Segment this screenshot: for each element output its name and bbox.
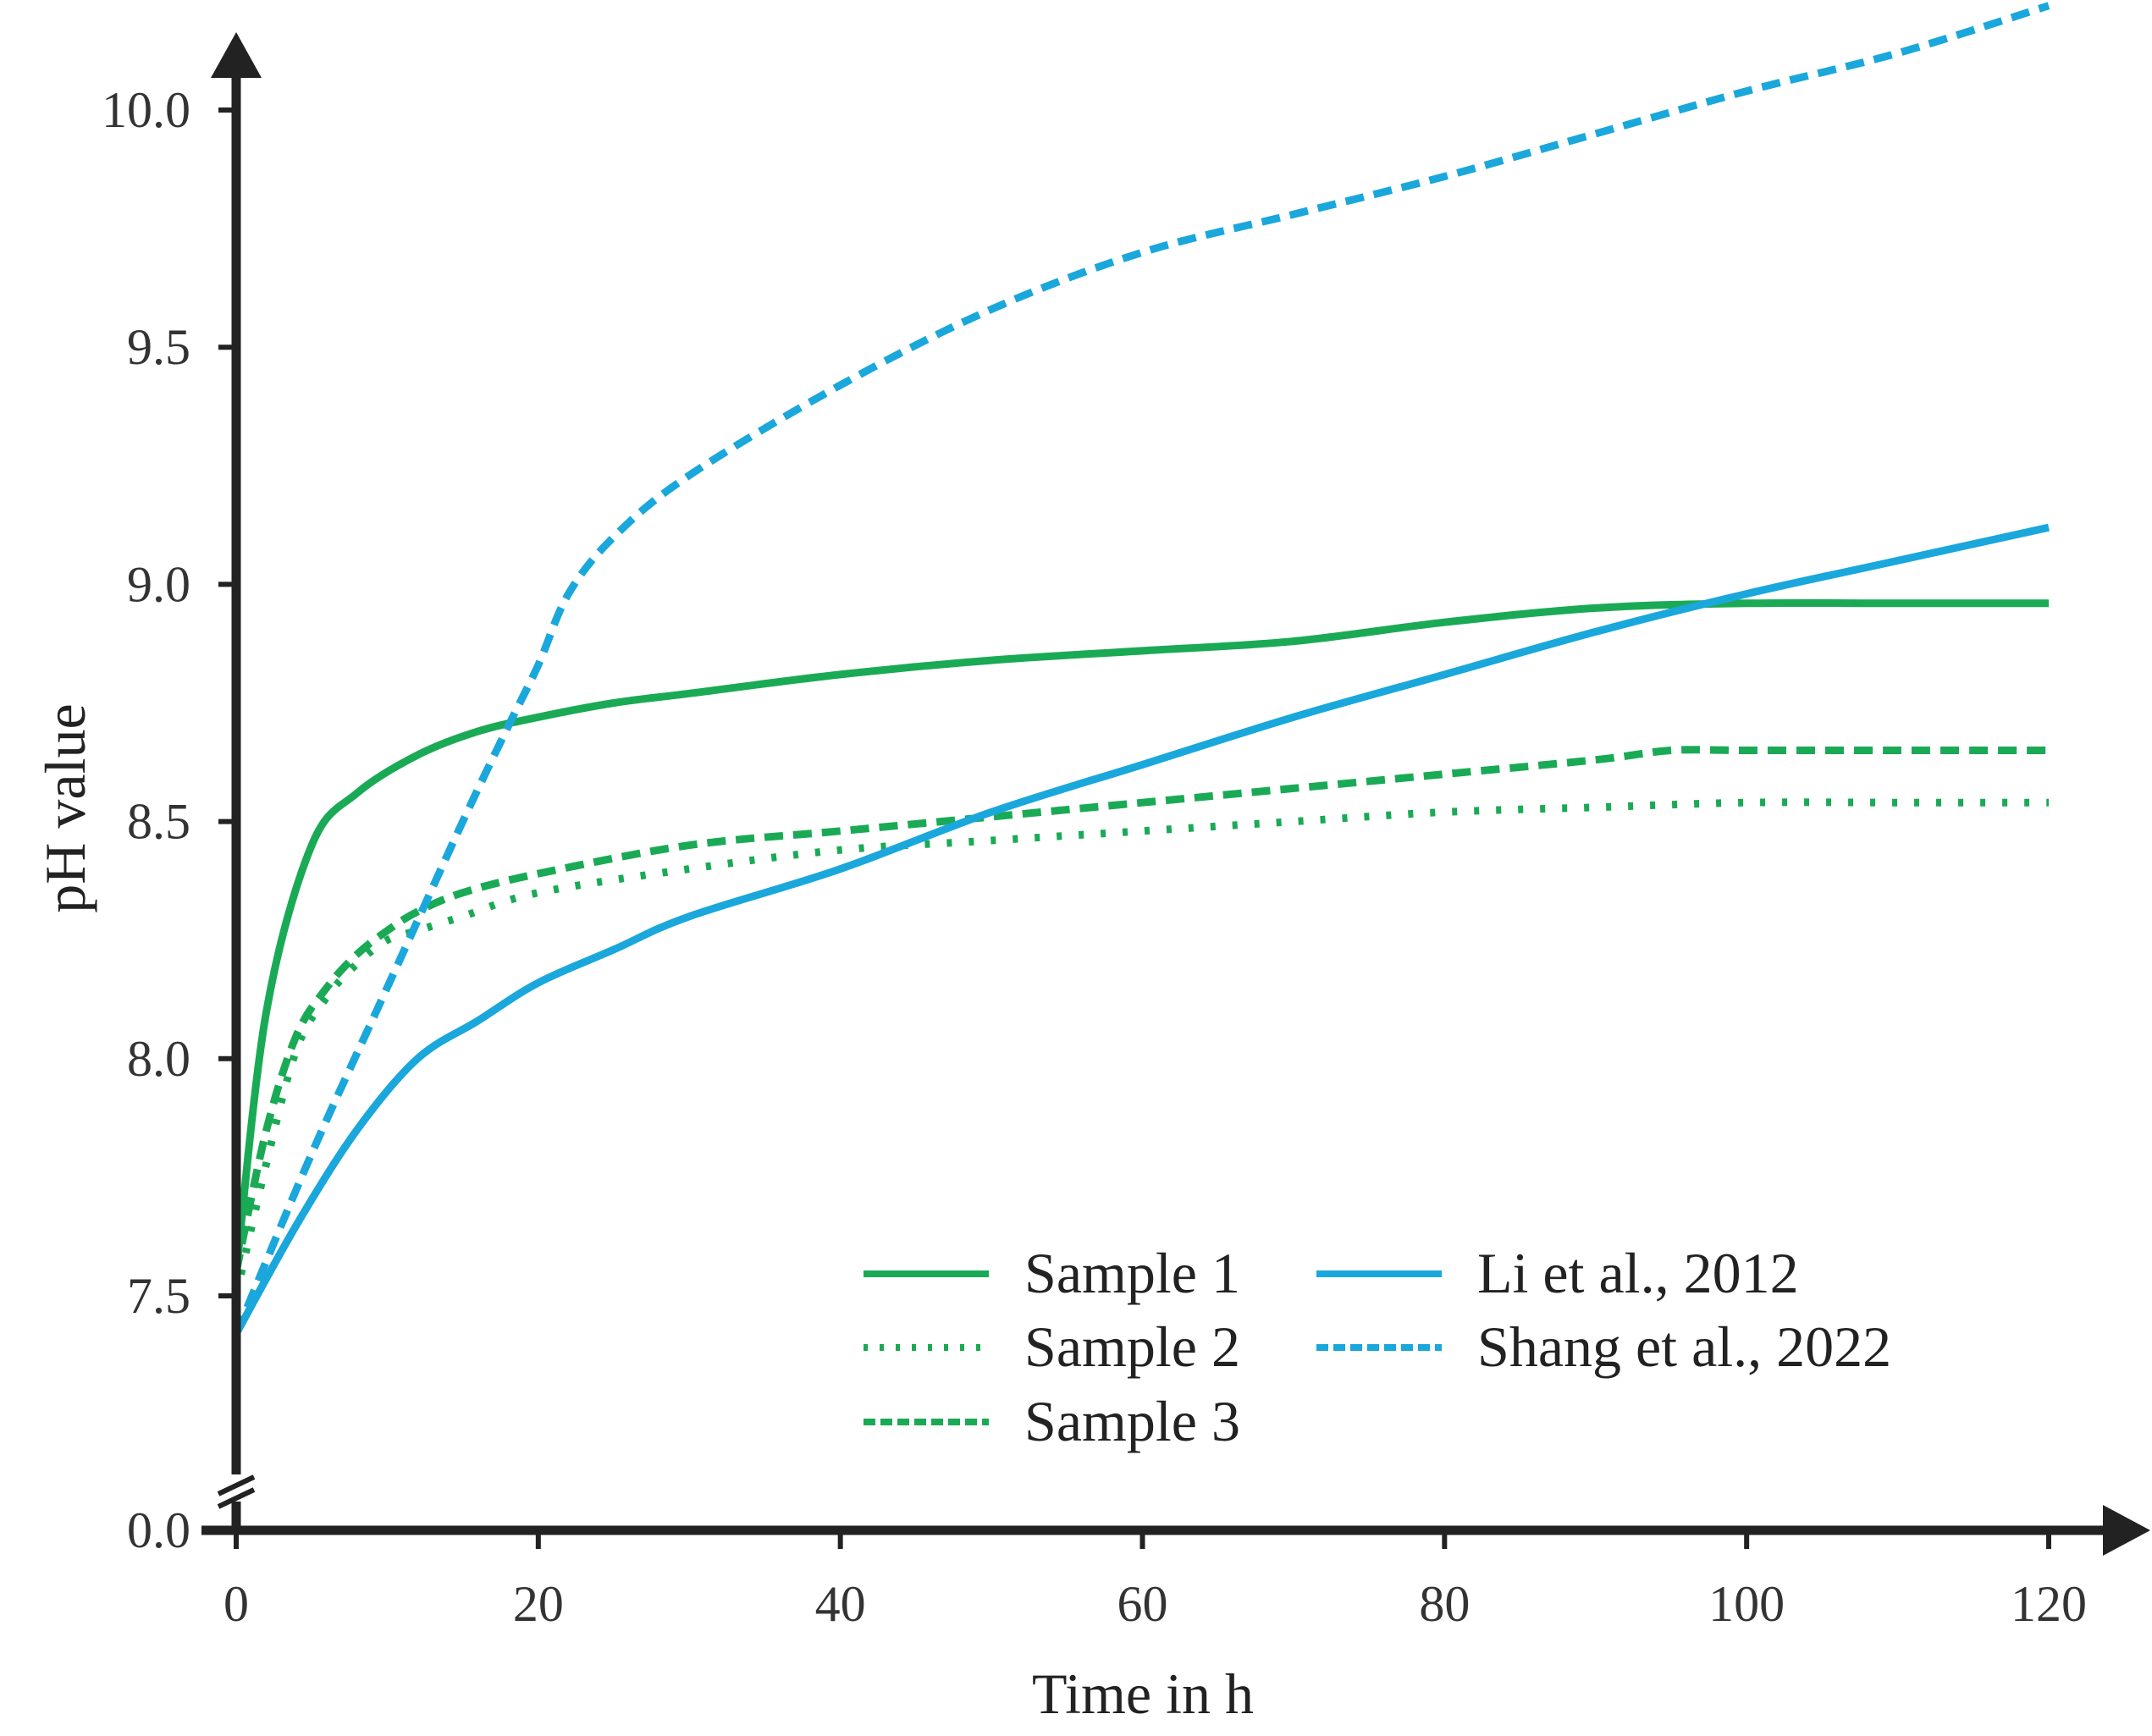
axis-break-marker bbox=[217, 1474, 256, 1509]
series-line-shang-et-al-2022 bbox=[232, 2, 2050, 1336]
ticks-layer: 0 20 40 60 80 100 120 7.5 8.0 8.5 9.0 9.5 10.0 0.0 bbox=[102, 82, 2087, 1632]
series-line-sample-3 bbox=[232, 746, 2049, 1273]
legend-item: Sample 3 bbox=[864, 1389, 1240, 1453]
y-tick-label: 9.0 bbox=[127, 556, 190, 612]
x-axis-arrow bbox=[2103, 1505, 2150, 1556]
x-tick-label: 40 bbox=[815, 1576, 866, 1632]
x-tick-label: 60 bbox=[1117, 1576, 1168, 1632]
y-tick-label: 9.5 bbox=[127, 319, 190, 375]
x-tick-label: 0 bbox=[223, 1576, 249, 1632]
y-tick-label: 7.5 bbox=[127, 1268, 190, 1324]
y-tick-label-break: 0.0 bbox=[127, 1502, 190, 1558]
y-axis-arrow bbox=[211, 32, 262, 78]
legend-label: Sample 3 bbox=[1024, 1389, 1240, 1453]
x-tick-label: 20 bbox=[513, 1576, 564, 1632]
x-axis-title: Time in h bbox=[1032, 1662, 1254, 1726]
legend-item: Li et al., 2012 bbox=[1316, 1241, 1799, 1305]
series-line-sample-1 bbox=[232, 598, 2049, 1273]
x-tick-label: 100 bbox=[1708, 1576, 1785, 1632]
y-tick-label: 8.0 bbox=[127, 1031, 190, 1087]
y-axis-title: pH value bbox=[33, 703, 97, 912]
legend: Sample 1 Sample 2 Sample 3 Li et al., 2012 S… bbox=[864, 1241, 1891, 1453]
legend-item: Shang et al., 2022 bbox=[1316, 1314, 1891, 1379]
legend-label: Sample 1 bbox=[1024, 1241, 1240, 1305]
legend-item: Sample 1 bbox=[864, 1241, 1240, 1305]
series-line-li-et-al-2012 bbox=[233, 523, 2050, 1336]
x-tick-label: 80 bbox=[1419, 1576, 1470, 1632]
legend-label: Shang et al., 2022 bbox=[1477, 1314, 1891, 1379]
y-tick-label: 10.0 bbox=[102, 82, 190, 138]
legend-label: Sample 2 bbox=[1024, 1314, 1240, 1379]
legend-label: Li et al., 2012 bbox=[1477, 1241, 1799, 1305]
y-tick-label: 8.5 bbox=[127, 794, 190, 850]
series-layer bbox=[232, 2, 2050, 1336]
series-line-sample-2 bbox=[232, 798, 2049, 1297]
axes-layer bbox=[201, 32, 2150, 1556]
x-tick-label: 120 bbox=[2011, 1576, 2087, 1632]
legend-item: Sample 2 bbox=[864, 1314, 1240, 1379]
